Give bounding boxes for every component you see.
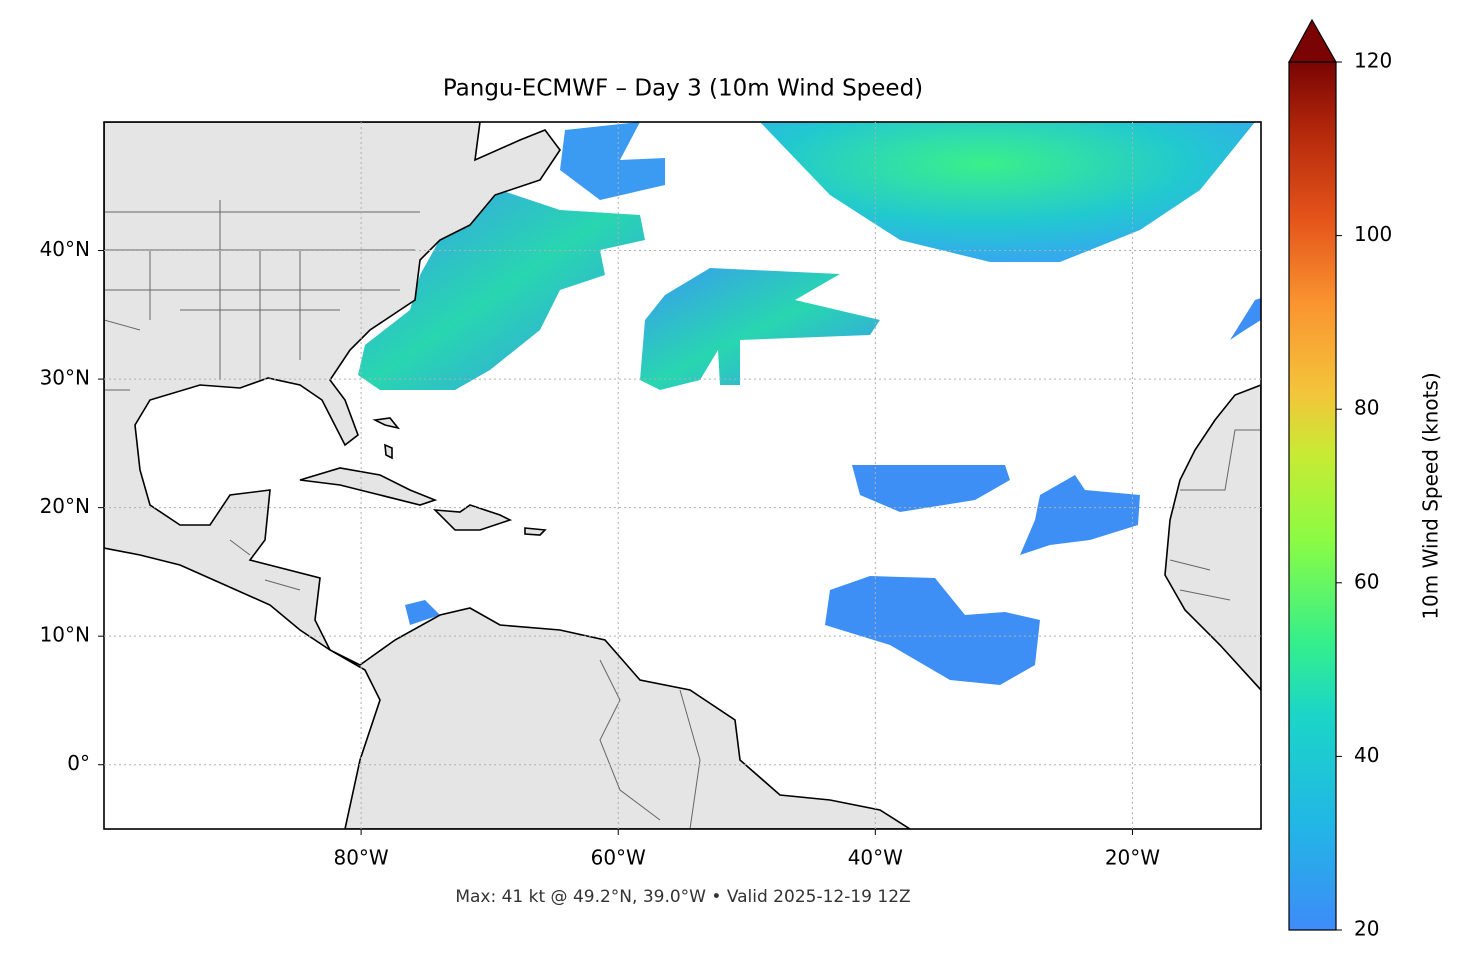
colorbar	[1288, 61, 1337, 931]
wind-area	[640, 268, 880, 390]
land	[104, 122, 912, 829]
y-tick-label: 40°N	[40, 237, 90, 261]
border	[104, 200, 1261, 829]
y-tick-label: 10°N	[40, 623, 90, 647]
colorbar-tick-label: 80	[1354, 396, 1379, 420]
map-area	[104, 122, 1261, 829]
x-tick-label: 20°W	[1105, 846, 1160, 870]
wind-area	[760, 122, 1255, 262]
footer-note: Max: 41 kt @ 49.2°N, 39.0°W • Valid 2025…	[455, 887, 910, 907]
colorbar-extend	[1287, 18, 1338, 63]
colorbar-label: 10m Wind Speed (knots)	[1419, 372, 1443, 619]
y-tick-label: 30°N	[40, 366, 90, 390]
wind-area	[405, 298, 1261, 685]
y-tick-label: 0°	[67, 751, 90, 775]
colorbar-tick-label: 20	[1354, 917, 1379, 941]
y-tick-label: 20°N	[40, 494, 90, 518]
colorbar-tick-label: 120	[1354, 49, 1392, 73]
plot-frame	[103, 121, 1262, 830]
colorbar-tick-label: 40	[1354, 743, 1379, 767]
colorbar-tick-label: 60	[1354, 569, 1379, 593]
colorbar-tick-label: 100	[1354, 222, 1392, 246]
island	[299, 417, 547, 536]
land	[1164, 384, 1261, 692]
x-tick-label: 80°W	[333, 846, 388, 870]
x-tick-label: 60°W	[591, 846, 646, 870]
wind-area	[358, 190, 645, 390]
x-tick-label: 40°W	[848, 846, 903, 870]
chart-title: Pangu-ECMWF – Day 3 (10m Wind Speed)	[443, 76, 923, 102]
